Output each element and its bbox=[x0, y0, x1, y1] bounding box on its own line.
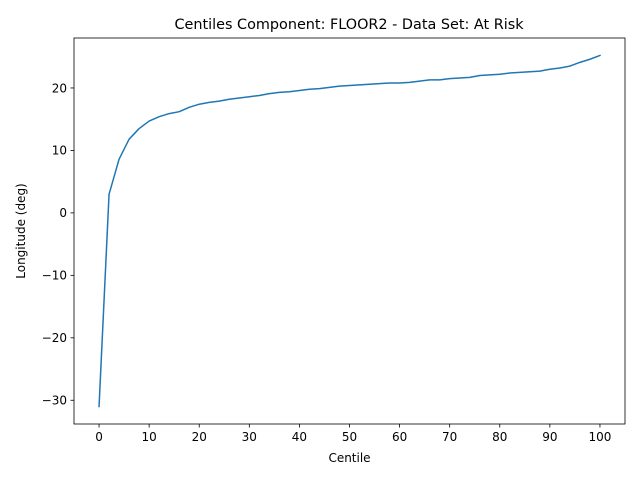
x-tick-label: 90 bbox=[542, 430, 557, 444]
y-tick-label: −30 bbox=[42, 394, 67, 408]
chart-title: Centiles Component: FLOOR2 - Data Set: A… bbox=[174, 17, 524, 33]
x-tick-label: 10 bbox=[141, 430, 156, 444]
x-tick-label: 40 bbox=[292, 430, 307, 444]
x-axis-ticks: 0 10 20 30 40 50 60 70 80 90 100 bbox=[95, 424, 611, 444]
x-tick-label: 80 bbox=[492, 430, 507, 444]
x-tick-label: 30 bbox=[242, 430, 257, 444]
y-axis-label: Longitude (deg) bbox=[14, 183, 28, 278]
y-tick-label: −10 bbox=[42, 269, 67, 283]
y-tick-label: −20 bbox=[42, 331, 67, 345]
x-tick-label: 60 bbox=[392, 430, 407, 444]
x-tick-label: 50 bbox=[342, 430, 357, 444]
x-tick-label: 100 bbox=[589, 430, 612, 444]
y-tick-label: 0 bbox=[59, 206, 67, 220]
x-tick-label: 70 bbox=[442, 430, 457, 444]
x-axis-label: Centile bbox=[328, 451, 370, 465]
series-line bbox=[98, 54, 601, 408]
y-axis-ticks: −30 −20 −10 0 10 20 bbox=[42, 81, 74, 408]
y-tick-label: 10 bbox=[52, 144, 67, 158]
y-tick-label: 20 bbox=[52, 81, 67, 95]
x-tick-label: 20 bbox=[192, 430, 207, 444]
x-tick-label: 0 bbox=[95, 430, 103, 444]
